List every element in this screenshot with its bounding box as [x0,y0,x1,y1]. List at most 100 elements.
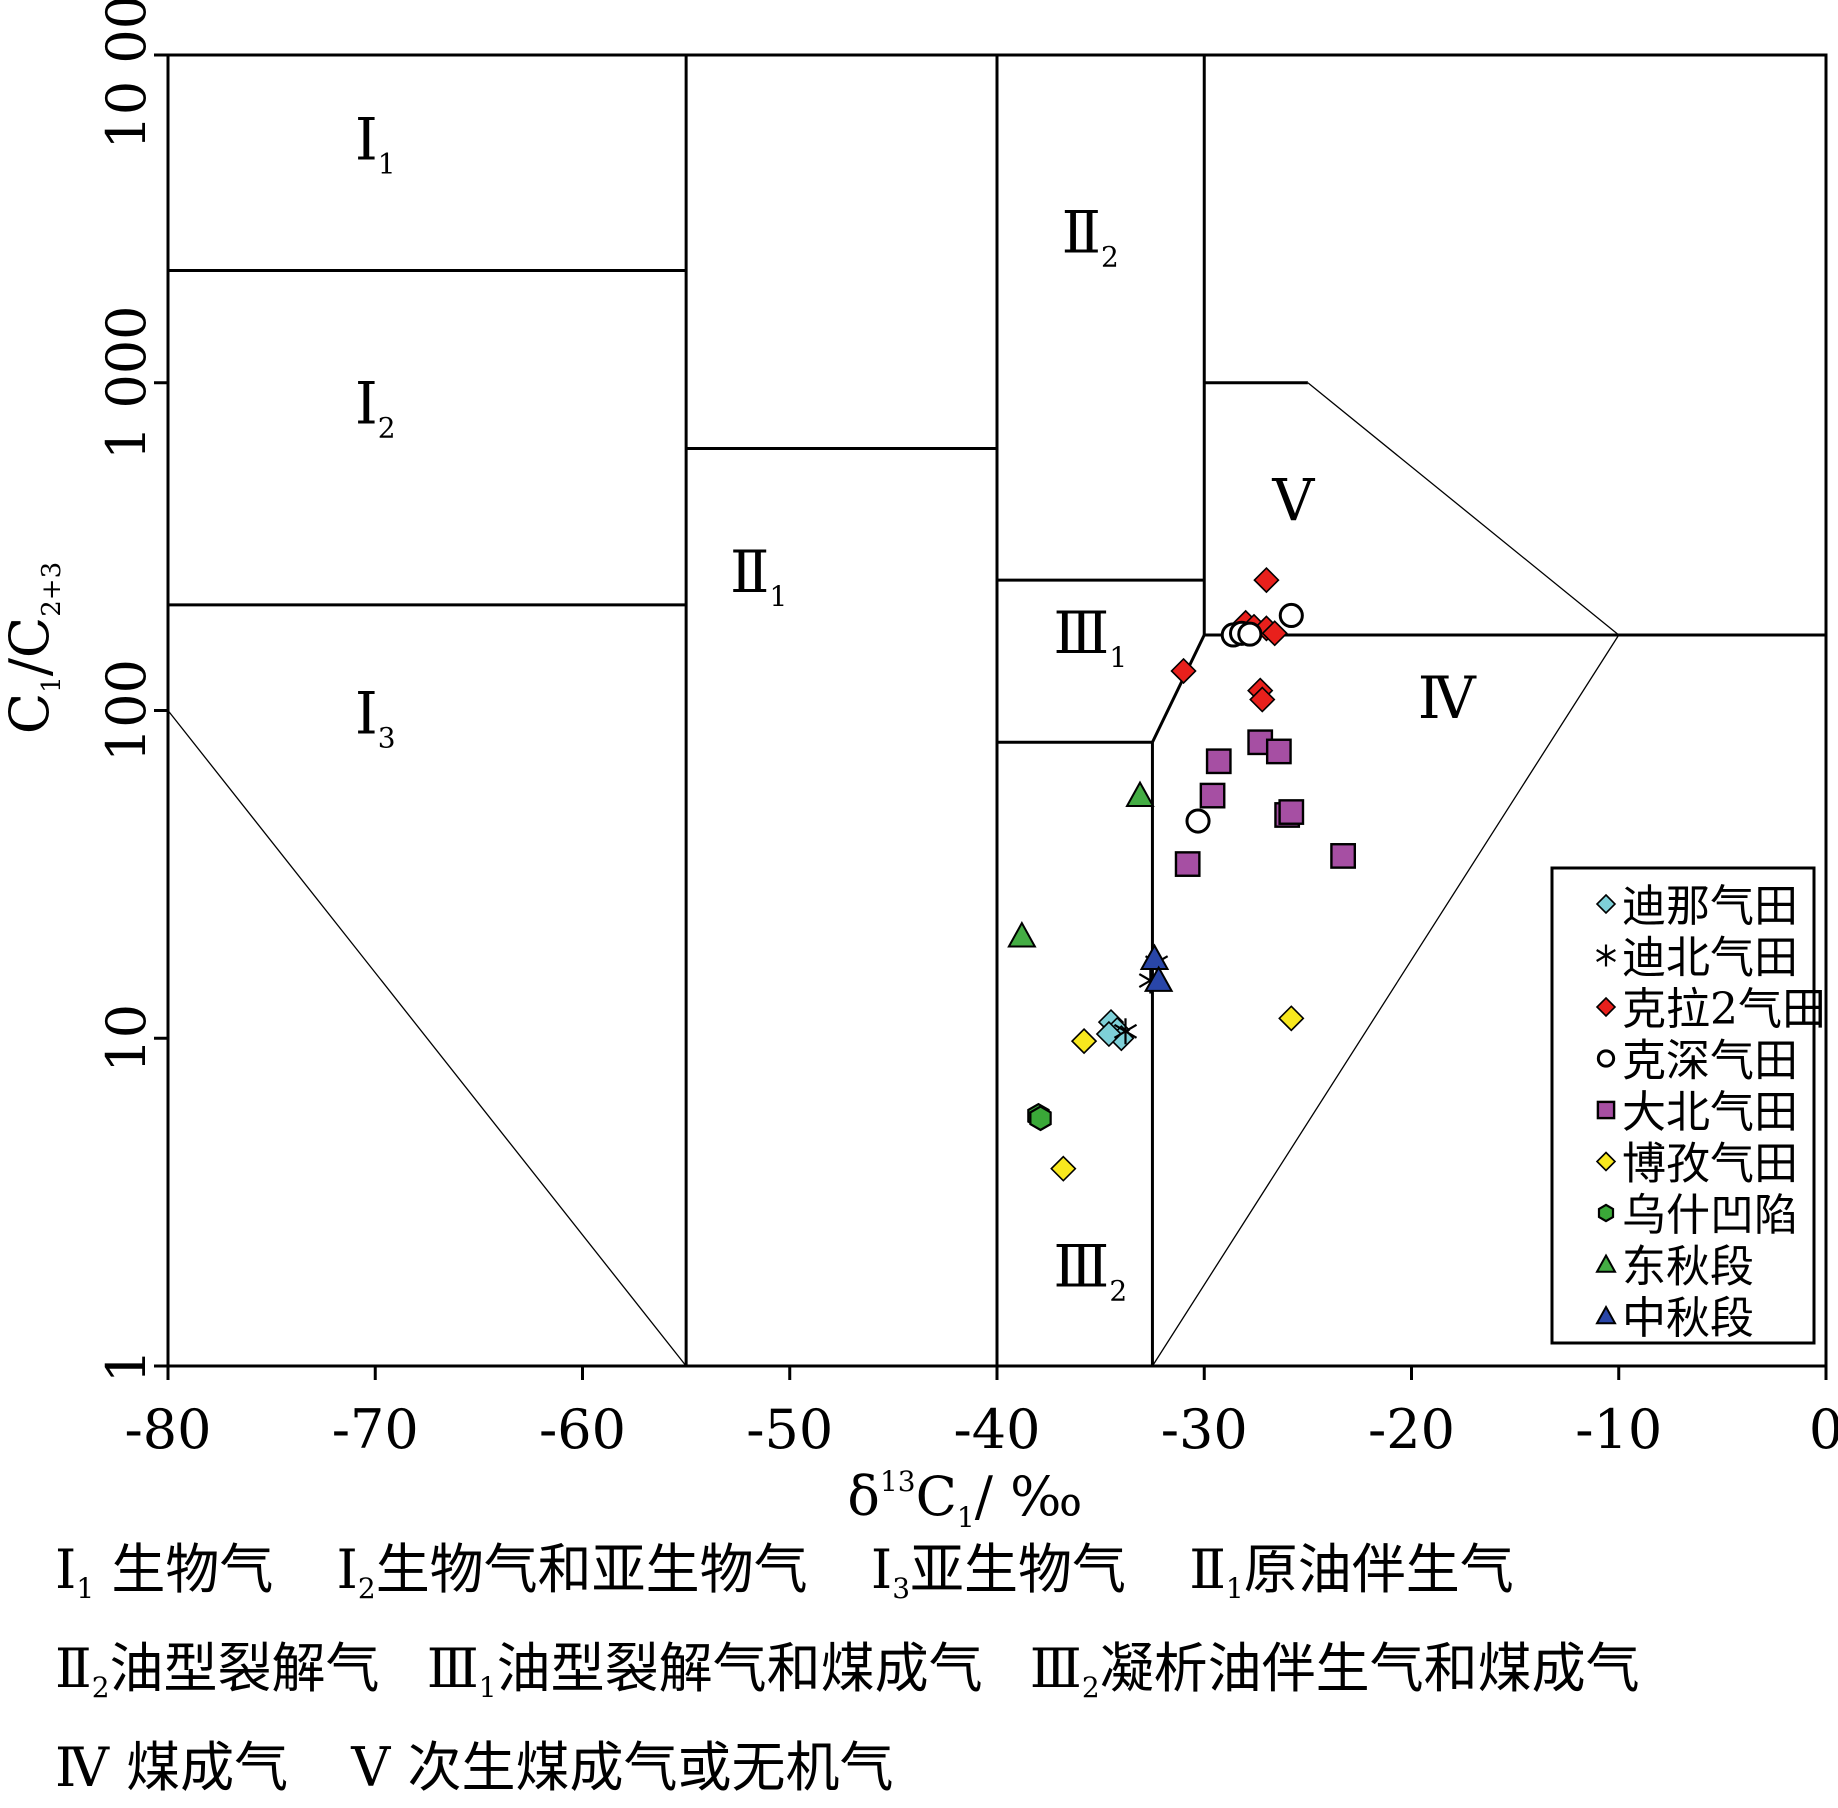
zone-label-roman: Ⅲ [1053,1232,1109,1300]
data-point [1278,1005,1305,1032]
zone-label-V: V [1271,466,1315,534]
x-axis-label-base: C [916,1465,957,1528]
zone-boundary-thin [1307,382,1620,636]
caption-line-3: Ⅳ 煤成气 V 次生煤成气或无机气 [55,1728,1835,1808]
legend-marker [1595,996,1617,1018]
x-axis-label-delta: δ [847,1465,880,1528]
zone-label-sub: 2 [1101,240,1119,273]
data-point [1029,1105,1052,1132]
legend-label: 博孜气田 [1622,1139,1798,1190]
data-point [1170,657,1197,685]
data-point [1249,686,1276,713]
zone-label-III2: Ⅲ2 [1053,1232,1127,1307]
zone-label-IV: Ⅳ [1418,664,1477,732]
y-tick-label: 100 [95,659,158,762]
zone-label-roman: Ⅳ [1418,664,1477,732]
legend-label: 中秋段 [1622,1293,1754,1344]
zone-label-sub: 1 [769,580,787,613]
zone-label-I2: I2 [355,370,396,445]
zone-label-roman: I [355,370,378,438]
y-axis-label: C1/C2+3 [0,562,67,734]
legend-label: 东秋段 [1622,1242,1754,1293]
data-point [1278,799,1305,825]
zone-label-sub: 2 [378,412,396,445]
legend-label: 乌什凹陷 [1622,1190,1798,1241]
zone-boundary [1151,634,1206,743]
caption-item: Ⅲ2凝析油伴生气和煤成气 [1029,1637,1640,1704]
x-axis-label: δ13C1/ ‰ [847,1465,1082,1534]
caption-item: I2生物气和亚生物气 [336,1538,808,1605]
y-axis-label-c23-sub: 2+3 [37,562,67,617]
asterisk-stroke [1596,949,1616,962]
caption-line-1: I1 生物气 I2生物气和亚生物气 I3亚生物气 Ⅱ1原油伴生气 [55,1530,1835,1629]
y-tick-label: 10 [95,1004,158,1073]
zone-label-sub: 2 [1109,1274,1127,1307]
x-tick-label: -60 [539,1398,626,1461]
zone-label-roman: Ⅱ [730,538,769,606]
zone-boundaries [167,55,1826,1367]
data-points [1007,566,1357,1182]
zone-label-roman: V [1271,466,1315,534]
x-tick-label: -80 [125,1398,212,1461]
data-point [1205,748,1232,775]
caption-item: V 次生煤成气或无机气 [351,1736,894,1799]
caption-line-2: Ⅱ2油型裂解气 Ⅲ1油型裂解气和煤成气 Ⅲ2凝析油伴生气和煤成气 [55,1629,1835,1728]
y-tick-label: 10 000 [95,0,158,149]
data-point [1095,1020,1123,1048]
caption-item: Ⅱ2油型裂解气 [55,1637,380,1704]
legend-label: 克拉2气田 [1622,984,1826,1035]
data-point [1330,843,1357,869]
zone-label-roman: Ⅲ [1053,599,1109,667]
caption-item: I3亚生物气 [870,1538,1127,1605]
y-axis-label-c1-sub: 1 [37,676,67,693]
asterisk-stroke [1113,1023,1138,1039]
data-point [1265,738,1292,765]
data-point [1174,851,1201,877]
data-point [1050,1155,1077,1182]
y-axis-label-c23: C [0,617,61,658]
y-axis-label-slash: / [0,657,61,676]
x-tick-label: -40 [954,1398,1041,1461]
y-tick-label: 1 000 [95,305,158,460]
x-tick-label: -20 [1368,1398,1455,1461]
y-axis: 1 10 100 1 000 10 000 [95,0,168,1383]
zone-label-sub: 1 [1109,641,1127,674]
data-point [1185,808,1211,834]
data-point [1278,602,1304,628]
legend-marker [1596,944,1616,967]
x-tick-label: -30 [1161,1398,1248,1461]
x-axis-label-sub: 1 [957,1501,975,1534]
legend-marker [1596,1100,1616,1120]
legend-marker [1597,1203,1615,1223]
data-point [1113,1018,1138,1045]
y-axis-label-c1: C [0,693,61,734]
data-point [1007,921,1037,948]
legend-marker [1595,893,1617,915]
zone-label-II2: Ⅱ2 [1062,198,1119,273]
x-tick-label: -70 [332,1398,419,1461]
caption-item: Ⅳ 煤成气 [55,1736,289,1799]
legend-marker [1596,1049,1616,1068]
zone-boundary-thin [167,710,687,1367]
x-tick-label: -50 [746,1398,833,1461]
x-axis: -80 -70 -60 -50 -40 -30 -20 -10 0 [125,1366,1838,1461]
legend-label: 迪北气田 [1622,933,1798,984]
legend-marker [1595,1253,1617,1273]
x-axis-label-unit: / ‰ [975,1465,1083,1528]
x-tick-label: -10 [1575,1398,1662,1461]
caption-item: Ⅱ1原油伴生气 [1189,1538,1514,1605]
caption-item: Ⅲ1油型裂解气和煤成气 [426,1637,983,1704]
figure-caption: I1 生物气 I2生物气和亚生物气 I3亚生物气 Ⅱ1原油伴生气 Ⅱ2油型裂解气… [55,1530,1835,1808]
y-tick-label: 1 [95,1349,158,1383]
data-point [1261,620,1288,647]
zone-boundary-thin [1151,634,1620,1367]
x-tick-label: 0 [1809,1398,1838,1461]
zone-label-roman: Ⅱ [1062,198,1101,266]
zone-label-sub: 1 [378,147,396,180]
zone-label-roman: I [355,680,378,748]
legend-marker [1595,1151,1617,1172]
data-point [1199,782,1226,809]
